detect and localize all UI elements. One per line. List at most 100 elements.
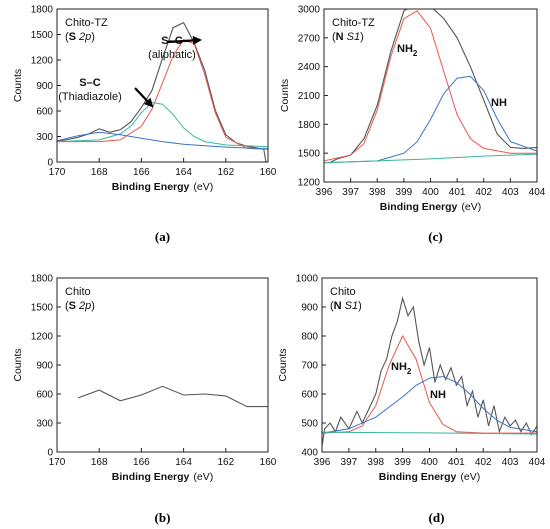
x-axis-unit: (eV) bbox=[460, 471, 480, 483]
x-tick-label: 170 bbox=[49, 457, 66, 468]
y-axis-title: Counts bbox=[277, 348, 289, 381]
panel-caption: (c) bbox=[428, 229, 442, 244]
peak-annotation: NH2 bbox=[397, 43, 418, 58]
x-axis-label: Binding Energy bbox=[112, 471, 190, 483]
series-line-3 bbox=[322, 376, 537, 434]
y-tick-label: 1200 bbox=[31, 332, 54, 343]
orbital-label: S1 bbox=[345, 300, 358, 312]
series-line-1 bbox=[57, 21, 267, 162]
x-tick-label: 399 bbox=[394, 457, 411, 468]
y-tick-label: 900 bbox=[36, 81, 53, 92]
series-line-2 bbox=[324, 10, 537, 162]
peak-annotation: NH bbox=[430, 389, 446, 401]
y-tick-label: 1500 bbox=[31, 303, 54, 314]
y-axis-title: Counts bbox=[12, 69, 24, 102]
series-line-3 bbox=[324, 75, 537, 164]
x-tick-label: 162 bbox=[217, 167, 234, 178]
y-tick-label: 1500 bbox=[298, 149, 321, 160]
y-tick-label: 2100 bbox=[298, 91, 321, 102]
x-tick-label: 398 bbox=[367, 457, 384, 468]
y-tick-label: 500 bbox=[301, 419, 318, 430]
x-axis-label: Binding Energy bbox=[379, 471, 457, 483]
panel-caption: (d) bbox=[429, 510, 445, 525]
x-axis-title: Binding Energy (eV) bbox=[112, 181, 213, 193]
annotation-arrowhead bbox=[143, 97, 154, 108]
series-line-4 bbox=[57, 131, 268, 150]
element-label: N bbox=[334, 300, 342, 312]
y-tick-label: 700 bbox=[301, 361, 318, 372]
x-axis-title: Binding Energy (eV) bbox=[379, 471, 480, 483]
x-tick-label: 396 bbox=[314, 457, 331, 468]
series-line-3 bbox=[57, 101, 268, 148]
x-tick-label: 403 bbox=[502, 187, 519, 198]
x-tick-label: 170 bbox=[49, 167, 66, 178]
core-level-label: (S 2p) bbox=[65, 31, 95, 43]
orbital-label: S1 bbox=[347, 31, 360, 43]
chart-panel-2: 396 397 398 399 400 401 402 403 404 1200 1500 1800 2… bbox=[279, 5, 546, 245]
series-line-1 bbox=[77, 385, 268, 408]
y-tick-label: 800 bbox=[301, 332, 318, 343]
y-tick-label: 600 bbox=[36, 107, 53, 118]
x-tick-label: 402 bbox=[475, 457, 492, 468]
panel-caption: (a) bbox=[155, 229, 170, 244]
x-tick-label: 404 bbox=[529, 457, 546, 468]
chart-panel-4: 396 397 398 399 400 401 402 403 404 400 500 600 700 8… bbox=[277, 274, 546, 526]
y-tick-label: 1200 bbox=[298, 178, 321, 189]
series-line-2 bbox=[57, 38, 268, 150]
x-tick-label: 160 bbox=[260, 457, 277, 468]
series-line-1 bbox=[322, 296, 537, 447]
x-tick-label: 168 bbox=[91, 457, 108, 468]
y-tick-label: 2700 bbox=[298, 33, 321, 44]
series-line-4 bbox=[322, 431, 537, 435]
peak-annotation: NH2 bbox=[391, 361, 412, 376]
core-level-label: (N S1) bbox=[332, 31, 364, 43]
x-axis-label: Binding Energy bbox=[112, 181, 190, 193]
core-level-label: (S 2p) bbox=[65, 300, 95, 312]
element-label: S bbox=[69, 31, 76, 43]
sample-label: Chito bbox=[65, 286, 91, 298]
sample-label: Chito-TZ bbox=[332, 17, 375, 29]
x-tick-label: 404 bbox=[529, 187, 546, 198]
x-tick-label: 403 bbox=[502, 457, 519, 468]
y-tick-label: 300 bbox=[36, 132, 53, 143]
y-tick-label: 2400 bbox=[298, 62, 321, 73]
y-tick-label: 600 bbox=[301, 390, 318, 401]
x-axis-title: Binding Energy (eV) bbox=[380, 201, 481, 213]
y-tick-label: 1800 bbox=[31, 274, 54, 285]
x-tick-label: 397 bbox=[342, 187, 359, 198]
x-axis-unit: (eV) bbox=[461, 201, 481, 213]
x-tick-label: 400 bbox=[421, 457, 438, 468]
y-tick-label: 1800 bbox=[31, 5, 54, 16]
orbital-label: 2p bbox=[78, 300, 91, 312]
y-axis-title: Counts bbox=[279, 79, 291, 112]
y-tick-label: 1500 bbox=[31, 30, 54, 41]
x-axis-unit: (eV) bbox=[193, 181, 213, 193]
panel-caption: (b) bbox=[155, 510, 171, 525]
x-tick-label: 396 bbox=[316, 187, 333, 198]
peak-annotation-type: (aliphatic) bbox=[148, 49, 196, 61]
x-tick-label: 168 bbox=[91, 167, 108, 178]
sample-label: Chito bbox=[330, 286, 356, 298]
x-axis-title: Binding Energy (eV) bbox=[112, 471, 213, 483]
x-tick-label: 164 bbox=[175, 457, 192, 468]
y-tick-label: 1000 bbox=[296, 274, 319, 285]
y-tick-label: 0 bbox=[47, 448, 53, 459]
y-tick-label: 1800 bbox=[298, 120, 321, 131]
x-tick-label: 398 bbox=[369, 187, 386, 198]
y-tick-label: 0 bbox=[47, 158, 53, 169]
core-level-label: (N S1) bbox=[330, 300, 362, 312]
y-tick-label: 900 bbox=[301, 303, 318, 314]
peak-annotation: NH bbox=[491, 97, 507, 109]
y-tick-label: 3000 bbox=[298, 5, 321, 16]
y-axis-title: Counts bbox=[12, 348, 24, 381]
element-label: S bbox=[69, 300, 76, 312]
x-tick-label: 400 bbox=[422, 187, 439, 198]
series-line-4 bbox=[324, 153, 537, 164]
y-tick-label: 1200 bbox=[31, 56, 54, 67]
element-label: N bbox=[336, 31, 344, 43]
annotation-arrowhead bbox=[192, 35, 202, 45]
series-line-2 bbox=[322, 334, 537, 434]
x-axis-label: Binding Energy bbox=[380, 201, 458, 213]
x-tick-label: 401 bbox=[448, 457, 465, 468]
